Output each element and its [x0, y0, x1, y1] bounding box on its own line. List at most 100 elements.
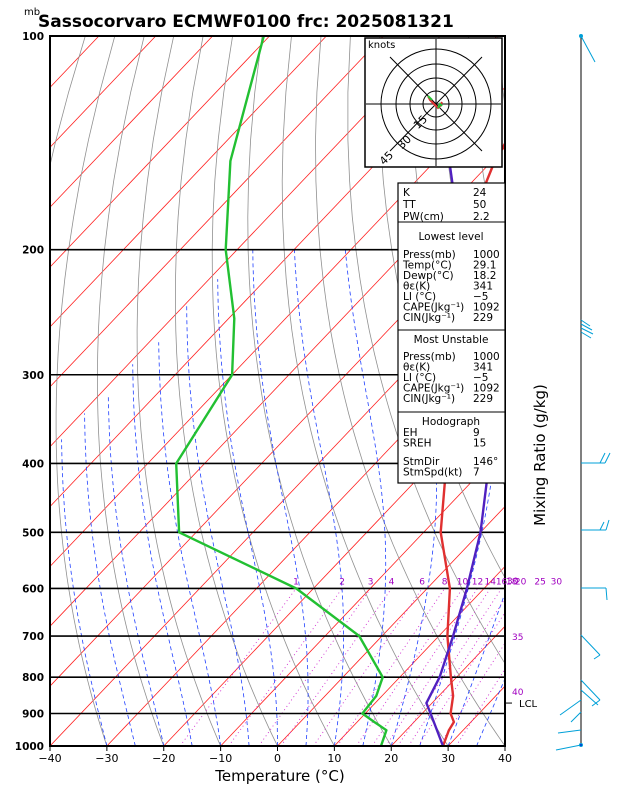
tt-label: TT: [402, 199, 416, 211]
hodograph: knots 15 30 45: [364, 37, 503, 168]
unstable-row-value: 1092: [473, 383, 500, 395]
hodo-row-value: 9: [473, 427, 480, 439]
moist-adiabat-line: [504, 745, 505, 746]
adiabat-label: 40: [512, 688, 524, 698]
dry-adiabat-line: [347, 36, 505, 665]
mixing-ratio-line: [455, 668, 505, 746]
isotherm-line: [220, 446, 505, 746]
dry-adiabat-line: [586, 36, 618, 746]
wind-barbs: [555, 34, 611, 751]
dry-adiabat-line: [247, 36, 392, 746]
mixing-ratio-line: [280, 588, 392, 746]
x-tick-label: −20: [152, 752, 175, 765]
lowest-row-label: LI (°C): [403, 291, 436, 303]
isotherm-line: [50, 206, 505, 687]
dry-adiabat-line: [136, 36, 221, 746]
mixing-ratio-label: 18: [506, 577, 518, 587]
mixing-ratio-label: 16: [496, 577, 508, 587]
hodograph-header: Hodograph: [422, 416, 480, 428]
mixing-ratio-label: 1: [293, 577, 299, 587]
unstable-row-label: LI (°C): [403, 372, 436, 384]
pressure-label: 100: [22, 31, 44, 43]
unstable-row-value: −5: [473, 372, 488, 384]
dry-adiabat-line: [211, 36, 335, 746]
x-tick-label: 0: [274, 752, 281, 765]
mixing-ratio-label: 3: [368, 577, 374, 587]
x-axis-label: Temperature (°C): [214, 767, 344, 785]
temperature-axis: −40 −30 −20 −10 0 10 20 30 40: [38, 746, 512, 765]
x-tick-label: 20: [384, 752, 398, 765]
lowest-row-label: Dewp(°C): [403, 270, 454, 282]
isotherm-line: [50, 36, 441, 448]
lowest-row-value: 229: [473, 312, 493, 324]
lcl-label: LCL: [519, 699, 538, 710]
mixing-ratio-label: 8: [442, 577, 448, 587]
lowest-level-header: Lowest level: [418, 231, 483, 243]
moist-adiabat-line: [107, 394, 165, 746]
moist-adiabat-line: [294, 249, 345, 746]
mixing-ratio-line: [336, 588, 446, 746]
isotherm-line: [50, 36, 327, 328]
moist-adiabat-line: [252, 249, 309, 746]
isotherm-line: [50, 266, 505, 746]
dewpoint-curve: [174, 36, 388, 746]
hodo-row-value: 7: [473, 467, 480, 479]
moist-adiabat-line: [158, 342, 221, 746]
unstable-row-value: 341: [473, 362, 493, 374]
hodograph-label: knots: [368, 40, 395, 51]
mixing-ratio-axis-label: Mixing Ratio (g/kg): [531, 384, 549, 526]
unstable-row-value: 229: [473, 393, 493, 405]
unstable-row-value: 1000: [473, 351, 500, 363]
hodo-row-value: 146°: [473, 456, 498, 468]
pressure-label: 200: [22, 245, 44, 257]
pressure-label: 900: [22, 709, 44, 721]
k-label: K: [403, 187, 411, 199]
pw-value: 2.2: [473, 211, 490, 223]
background-lines: [50, 36, 618, 746]
tt-value: 50: [473, 199, 486, 211]
pressure-axis: 100 200 300 400 500 600 700 800 900 1000: [15, 31, 44, 753]
mixing-ratio-label: 20: [515, 577, 527, 587]
pressure-label: 500: [22, 527, 44, 539]
unit-corner-label: mb: [24, 7, 40, 18]
lowest-row-label: CIN(Jkg⁻¹): [403, 312, 455, 324]
x-tick-label: 10: [327, 752, 341, 765]
mixing-ratio-label: 30: [551, 577, 563, 587]
moist-adiabat-line: [217, 279, 278, 746]
lowest-row-value: 29.1: [473, 260, 496, 272]
adiabat-label: 35: [512, 633, 523, 643]
mixing-ratio-line: [355, 588, 463, 746]
k-value: 24: [473, 187, 487, 199]
isotherm-line: [390, 625, 505, 746]
isotherm-line: [50, 36, 270, 268]
most-unstable-header: Most Unstable: [414, 334, 489, 346]
dry-adiabat-line: [557, 36, 618, 746]
moist-adiabat-line: [84, 413, 136, 746]
adiabat-label: 30: [507, 577, 519, 587]
mixing-ratio-label: 14: [485, 577, 497, 587]
lowest-row-label: CAPE(Jkg⁻¹): [403, 302, 464, 314]
x-tick-label: −40: [38, 752, 61, 765]
lowest-row-label: Press(mb): [403, 249, 456, 261]
mixing-ratio-label: 6: [419, 577, 425, 587]
isotherm-line: [50, 36, 213, 208]
mixing-ratio-line: [258, 588, 371, 746]
lowest-row-value: 1092: [473, 302, 500, 314]
pressure-label: 800: [22, 672, 44, 684]
x-tick-label: 40: [498, 752, 512, 765]
dry-adiabat-line: [281, 36, 449, 746]
lowest-row-label: θε(K): [403, 281, 430, 293]
chart-title: Sassocorvaro ECMWF0100 frc: 2025081321: [38, 12, 454, 32]
unstable-row-label: CIN(Jkg⁻¹): [403, 393, 455, 405]
indices-table: K 24 TT 50 PW(cm) 2.2 Press(mb) 1000 Temp(…: [397, 182, 506, 484]
pressure-label: 600: [22, 583, 44, 595]
pressure-label: 400: [22, 458, 44, 470]
mixing-ratio-line: [408, 597, 505, 746]
moist-adiabat-line: [132, 364, 193, 746]
isotherm-line: [50, 36, 384, 388]
mixing-ratio-label: 10: [457, 577, 469, 587]
x-tick-label: 30: [441, 752, 455, 765]
lowest-row-value: −5: [473, 291, 488, 303]
